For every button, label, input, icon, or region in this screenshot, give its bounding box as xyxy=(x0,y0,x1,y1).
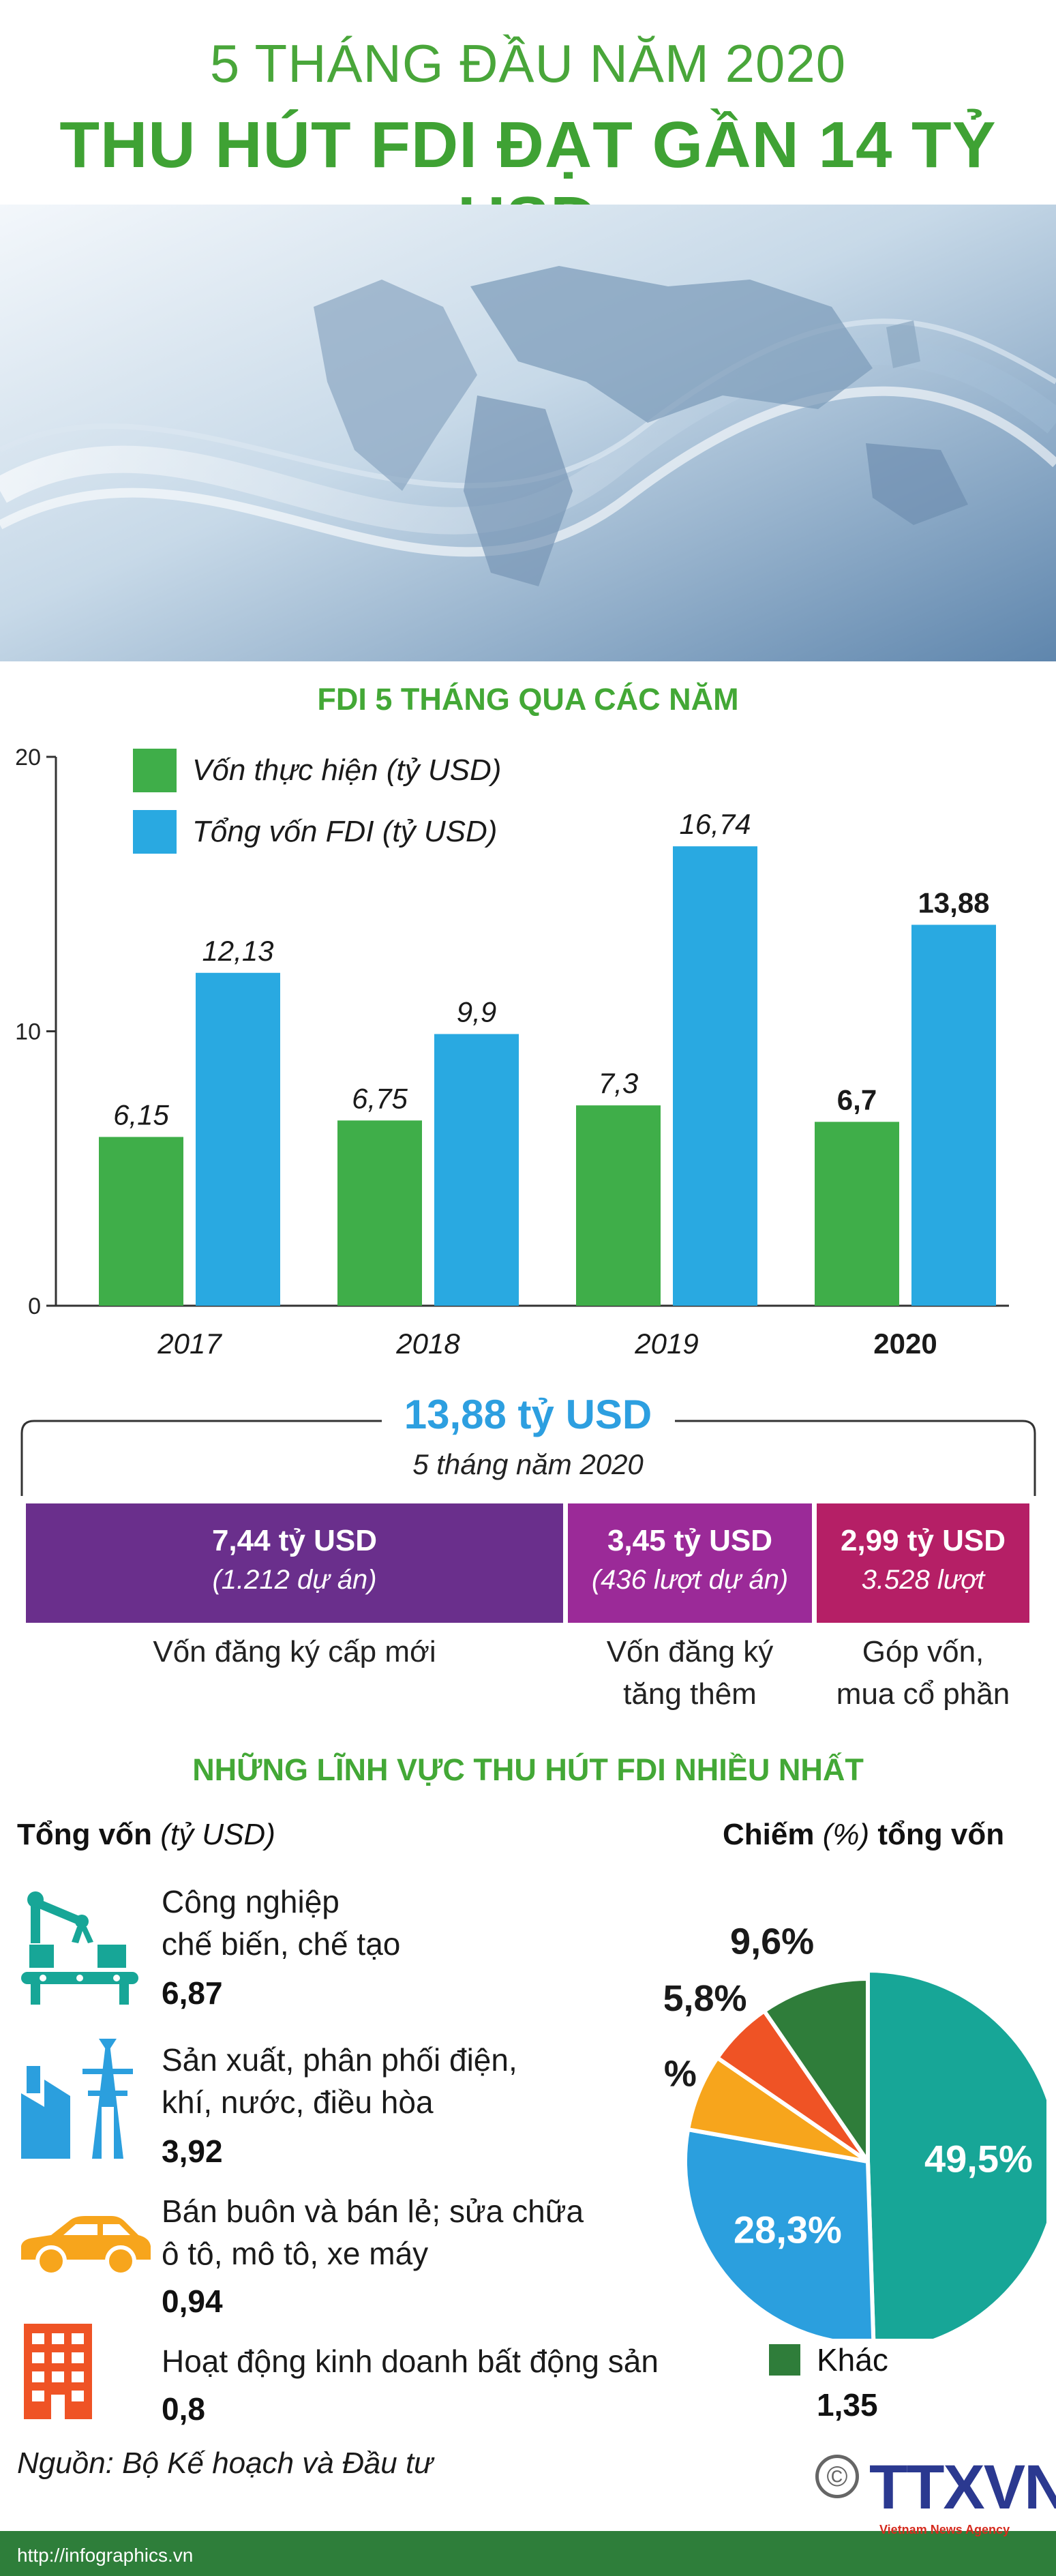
ttxvn-logo: TTXVN xyxy=(869,2453,1056,2522)
building-icon xyxy=(24,2324,92,2419)
y-tick-label-2: 20 xyxy=(15,745,41,770)
bar-value-label-2019-series-1: 16,74 xyxy=(679,808,751,840)
sector-2-name-line2: khí, nước, điều hòa xyxy=(162,2084,434,2120)
legend-swatch-1 xyxy=(133,810,177,854)
sector-3-name-line2: ô tô, mô tô, xe máy xyxy=(162,2236,429,2271)
legend-label-1: Tổng vốn FDI (tỷ USD) xyxy=(192,815,497,848)
new-capital-projects: (1.212 dự án) xyxy=(212,1565,377,1595)
source-note: Nguồn: Bộ Kế hoạch và Đầu tư xyxy=(17,2446,434,2480)
capital-contribution-value: 2,99 tỷ USD xyxy=(840,1524,1006,1557)
capital-contribution-count: 3.528 lượt xyxy=(861,1565,985,1595)
sectors-heading: NHỮNG LĨNH VỰC THU HÚT FDI NHIỀU NHẤT xyxy=(192,1752,864,1787)
category-label-2019: 2019 xyxy=(634,1328,698,1360)
sector-2-value: 3,92 xyxy=(162,2133,223,2169)
bar-2019-series-0 xyxy=(576,1105,661,1306)
category-label-2017: 2017 xyxy=(157,1328,222,1360)
additional-capital-box: 3,45 tỷ USD (436 lượt dự án) xyxy=(568,1503,812,1623)
bar-value-label-2020-series-0: 6,7 xyxy=(837,1083,877,1115)
sector-3-value: 0,94 xyxy=(162,2283,223,2319)
new-capital-label-line1: Vốn đăng ký cấp mới xyxy=(153,1635,436,1668)
pie-slice-label-1: 28,3% xyxy=(734,2208,842,2251)
new-capital-value: 7,44 tỷ USD xyxy=(211,1524,378,1557)
bar-value-label-2019-series-0: 7,3 xyxy=(599,1067,638,1099)
sector-1-name-line1: Công nghiệp xyxy=(162,1884,340,1919)
right-column-header: Chiếm (%) tổng vốn xyxy=(723,1818,1004,1852)
hero-world-map-image xyxy=(0,205,1056,661)
legend-swatch-0 xyxy=(133,749,177,792)
y-tick-label-0: 0 xyxy=(28,1293,41,1319)
additional-capital-value: 3,45 tỷ USD xyxy=(607,1524,773,1557)
bar-2020-series-1 xyxy=(911,925,996,1306)
sector-share-pie-chart: 49,5% 28,3% 6,8% 5,8% 9,6% xyxy=(665,1921,1046,2339)
additional-capital-label-line1: Vốn đăng ký xyxy=(606,1635,774,1668)
new-capital-label: Vốn đăng ký cấp mới xyxy=(26,1631,563,1673)
bar-value-label-2018-series-1: 9,9 xyxy=(457,996,496,1028)
ttxvn-logo-subtitle: Vietnam News Agency xyxy=(879,2523,1010,2536)
right-header-bold-2: tổng vốn xyxy=(877,1818,1005,1851)
sector-3-name-line1: Bán buôn và bán lẻ; sửa chữa xyxy=(162,2193,584,2229)
footer-url[interactable]: http://infographics.vn xyxy=(17,2545,194,2566)
factory-robot-arm-icon xyxy=(21,1891,138,2005)
bar-2018-series-0 xyxy=(337,1120,422,1306)
bar-2017-series-0 xyxy=(99,1137,183,1306)
pie-slice-label-3: 5,8% xyxy=(665,1978,747,2019)
sector-1-name-line2: chế biến, chế tạo xyxy=(162,1926,401,1962)
bar-chart: 0 10 20 6,15 12,13 2017 6,75 9,9 2018 7,3 16,74 20… xyxy=(15,745,1009,1360)
total-value: 13,88 tỷ USD xyxy=(404,1392,652,1437)
bar-value-label-2020-series-1: 13,88 xyxy=(918,886,989,918)
total-bracket xyxy=(20,1420,1036,1496)
bar-2020-series-0 xyxy=(815,1122,899,1306)
sector-2-name-line1: Sản xuất, phân phối điện, xyxy=(162,2042,517,2078)
left-header-bold: Tổng vốn xyxy=(17,1818,152,1851)
footer-bar xyxy=(0,2531,1056,2576)
right-header-bold-1: Chiếm xyxy=(723,1818,815,1851)
additional-capital-label-line2: tăng thêm xyxy=(623,1677,757,1711)
pie-slice-label-4: 9,6% xyxy=(730,1921,814,1962)
other-legend-swatch xyxy=(769,2344,800,2376)
bar-2018-series-1 xyxy=(434,1034,519,1306)
capital-contribution-label: Góp vốn, mua cổ phần xyxy=(817,1631,1029,1716)
car-icon xyxy=(21,2216,151,2277)
capital-contribution-label-line1: Góp vốn, xyxy=(862,1635,984,1668)
power-plant-icon xyxy=(21,2039,133,2159)
sector-1-value: 6,87 xyxy=(162,1975,223,2011)
bar-chart-heading: FDI 5 THÁNG QUA CÁC NĂM xyxy=(317,682,739,717)
capital-contribution-label-line2: mua cổ phần xyxy=(836,1677,1010,1711)
bar-value-label-2018-series-0: 6,75 xyxy=(352,1082,408,1114)
total-subtitle: 5 tháng năm 2020 xyxy=(412,1448,644,1480)
other-legend-label: Khác xyxy=(817,2342,888,2378)
pie-slice-0 xyxy=(866,1968,1046,2339)
other-legend-value: 1,35 xyxy=(817,2387,878,2423)
category-label-2020: 2020 xyxy=(873,1328,937,1360)
right-header-unit: (%) xyxy=(814,1818,878,1851)
left-column-header: Tổng vốn (tỷ USD) xyxy=(17,1818,275,1852)
pie-slice-label-0: 49,5% xyxy=(924,2137,1033,2180)
new-capital-box: 7,44 tỷ USD (1.212 dự án) xyxy=(26,1503,563,1623)
bar-value-label-2017-series-1: 12,13 xyxy=(202,935,273,967)
bar-2017-series-1 xyxy=(196,972,280,1306)
bar-2019-series-1 xyxy=(673,846,757,1306)
pie-slice-4 xyxy=(761,1976,870,2168)
title-line-1: 5 THÁNG ĐẦU NĂM 2020 xyxy=(209,33,847,93)
y-tick-label-1: 10 xyxy=(15,1019,41,1045)
category-label-2018: 2018 xyxy=(395,1328,460,1360)
copyright-icon: © xyxy=(815,2455,859,2498)
left-header-unit: (tỷ USD) xyxy=(151,1818,275,1851)
additional-capital-label: Vốn đăng ký tăng thêm xyxy=(568,1631,812,1716)
sector-1-name: Công nghiệp chế biến, chế tạo xyxy=(162,1881,400,1965)
pie-slice-label-2: 6,8% xyxy=(665,2054,697,2095)
sector-2-name: Sản xuất, phân phối điện, khí, nước, điề… xyxy=(162,2039,517,2123)
sector-4-value: 0,8 xyxy=(162,2391,205,2427)
pie-slice-1 xyxy=(683,2127,876,2339)
bar-value-label-2017-series-0: 6,15 xyxy=(113,1098,169,1130)
capital-contribution-box: 2,99 tỷ USD 3.528 lượt xyxy=(817,1503,1029,1623)
sector-4-name: Hoạt động kinh doanh bất động sản xyxy=(162,2340,659,2382)
additional-capital-projects: (436 lượt dự án) xyxy=(591,1565,789,1595)
sector-4-name-line1: Hoạt động kinh doanh bất động sản xyxy=(162,2343,659,2379)
sector-3-name: Bán buôn và bán lẻ; sửa chữa ô tô, mô tô… xyxy=(162,2190,584,2275)
legend-label-0: Vốn thực hiện (tỷ USD) xyxy=(192,753,501,787)
